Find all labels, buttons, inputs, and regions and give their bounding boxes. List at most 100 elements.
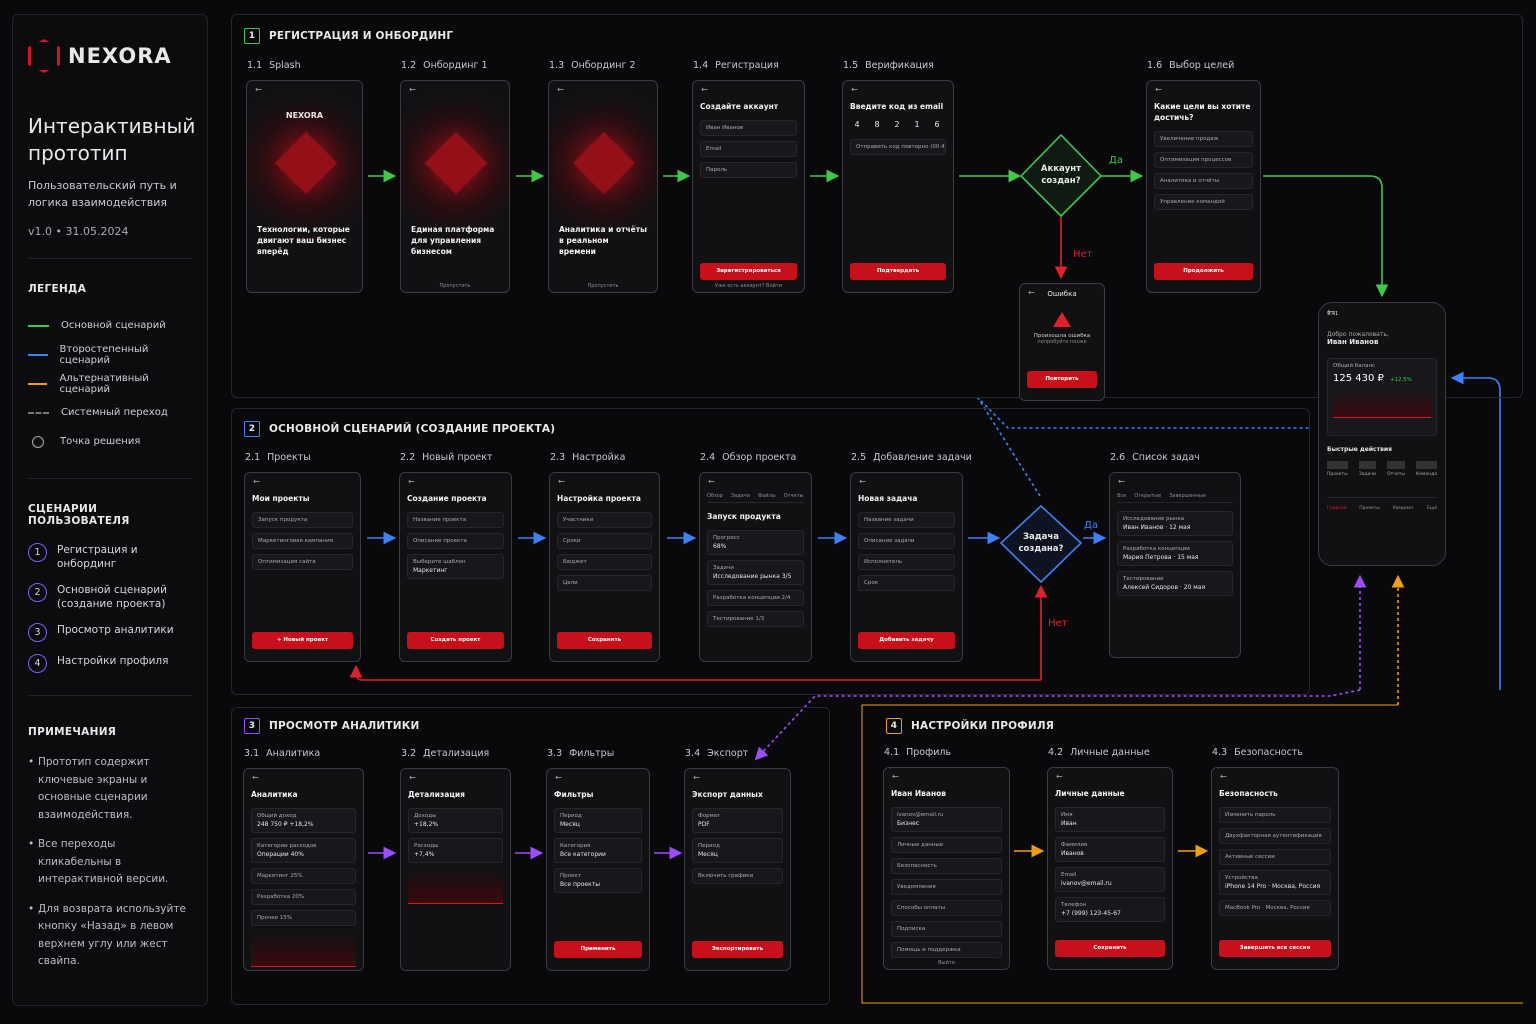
list-row[interactable]: Цели xyxy=(557,575,652,591)
quick-action[interactable]: Отчеты xyxy=(1387,461,1405,477)
phone-screen[interactable]: Мои проекты Запуск продукта Маркетинговая … xyxy=(244,472,361,662)
tab[interactable]: Обзор xyxy=(707,493,723,499)
field[interactable]: Период Месяц xyxy=(554,808,642,833)
primary-button[interactable]: + Новый проект xyxy=(252,632,353,649)
list-row[interactable]: Сроки xyxy=(557,533,652,549)
list-row[interactable]: Способы оплаты xyxy=(891,900,1002,916)
list-row[interactable]: Описание задачи xyxy=(858,533,955,549)
phone-screen[interactable]: Фильтры Период Месяц Категория Все категории… xyxy=(546,768,650,971)
list-row[interactable]: Управление командой xyxy=(1154,194,1253,210)
field[interactable]: Устройства iPhone 14 Pro · Москва, Россия xyxy=(1219,870,1331,895)
list-row[interactable]: Двухфакторная аутентификация xyxy=(1219,828,1331,844)
primary-button[interactable]: Продолжить xyxy=(1154,263,1253,280)
list-row[interactable]: Помощь и поддержка xyxy=(891,942,1002,958)
tab[interactable]: Отчеты xyxy=(783,493,804,499)
primary-button[interactable]: Добавить задачу xyxy=(858,632,955,649)
primary-button[interactable]: Сохранить xyxy=(557,632,652,649)
field[interactable]: Доходы +18,2% xyxy=(408,808,503,833)
phone-screen[interactable]: Аналитика и отчёты в реальном времени Про… xyxy=(548,80,658,293)
phone-screen[interactable]: Введите код из email 4 8 2 1 6 Отправить код п… xyxy=(842,80,954,293)
list-row[interactable]: Описание проекта xyxy=(407,533,504,549)
field[interactable]: Период Месяц xyxy=(692,838,783,863)
list-row[interactable]: Маркетинг 25% xyxy=(251,868,356,884)
phone-screen[interactable]: Новая задача Название задачи Описание зада… xyxy=(850,472,963,662)
nav-item[interactable]: Главная xyxy=(1327,506,1347,511)
nav-item[interactable]: Ещё xyxy=(1427,506,1437,511)
list-row[interactable]: Разработка концепции 2/4 xyxy=(707,590,804,606)
scenario[interactable]: 1 Регистрация и онбординг xyxy=(28,543,192,571)
list-row[interactable]: Увеличение продаж xyxy=(1154,131,1253,147)
phone-screen[interactable]: Личные данные Имя Иван Фамилия Иванов Email iv… xyxy=(1047,767,1173,970)
list-row[interactable]: Оптимизация сайта xyxy=(252,554,353,570)
field[interactable]: Категория Все категории xyxy=(554,838,642,863)
list-row[interactable]: Название задачи xyxy=(858,512,955,528)
list-row[interactable]: Срок xyxy=(858,575,955,591)
primary-button[interactable]: Создать проект xyxy=(407,632,504,649)
list-row[interactable]: Название проекта xyxy=(407,512,504,528)
list-row[interactable]: Изменить пароль xyxy=(1219,807,1331,823)
primary-button[interactable]: Применить xyxy=(554,941,642,958)
field[interactable]: Прогресс 68% xyxy=(707,530,804,555)
phone-screen[interactable]: Обзор Задачи Файлы Отчеты Запуск продукта Про… xyxy=(699,472,812,662)
quick-action[interactable]: Команда xyxy=(1416,461,1437,477)
list-row[interactable]: Маркетинговая кампания xyxy=(252,533,353,549)
phone-screen[interactable]: Экспорт данных Формат PDF Период Месяц Включи… xyxy=(684,768,791,971)
field[interactable]: Расходы +7,4% xyxy=(408,838,503,863)
primary-button[interactable]: Экспортировать xyxy=(692,941,783,958)
list-row[interactable]: Безопасность xyxy=(891,858,1002,874)
list-row[interactable]: Запуск продукта xyxy=(252,512,353,528)
phone-screen[interactable]: Создание проекта Название проекта Описание… xyxy=(399,472,512,662)
list-row[interactable]: Включить графики xyxy=(692,868,783,884)
tab[interactable]: Все xyxy=(1117,493,1127,499)
field[interactable]: Фамилия Иванов xyxy=(1055,837,1165,862)
list-row[interactable]: Пароль xyxy=(700,162,797,178)
list-row[interactable]: Активные сессии xyxy=(1219,849,1331,865)
scenario[interactable]: 4 Настройки профиля xyxy=(28,654,192,673)
list-row[interactable]: Бюджет xyxy=(557,554,652,570)
nav-item[interactable]: Проекты xyxy=(1359,506,1380,511)
list-row[interactable]: Тестирование 1/3 xyxy=(707,611,804,627)
scenario[interactable]: 3 Просмотр аналитики xyxy=(28,623,192,642)
field[interactable]: Выберите шаблон Маркетинг xyxy=(407,554,504,579)
link[interactable]: Выйти xyxy=(938,960,955,966)
field[interactable]: Тестирование Алексей Сидоров · 20 мая xyxy=(1117,571,1233,596)
field[interactable]: Исследование рынка Иван Иванов · 12 мая xyxy=(1117,511,1233,536)
nav-item[interactable]: Уведомл. xyxy=(1392,506,1415,511)
field[interactable]: ivanov@email.ru Бизнес xyxy=(891,807,1002,832)
phone-screen[interactable]: Аналитика Общий доход 248 750 ₽ +18,2% Кате… xyxy=(243,768,364,971)
scenario[interactable]: 2 Основной сценарий (создание проекта) xyxy=(28,583,192,611)
list-row[interactable]: MacBook Pro · Москва, Россия xyxy=(1219,900,1331,916)
field[interactable]: Общий доход 248 750 ₽ +18,2% xyxy=(251,808,356,833)
list-row[interactable]: Прочее 15% xyxy=(251,910,356,926)
quick-action[interactable]: Проекты xyxy=(1327,461,1348,477)
list-row[interactable]: Аналитика и отчёты xyxy=(1154,173,1253,189)
phone-screen[interactable]: Детализация Доходы +18,2% Расходы +7,4% xyxy=(400,768,511,971)
tab[interactable]: Задачи xyxy=(730,493,750,499)
tab[interactable]: Завершенные xyxy=(1169,493,1206,499)
quick-action[interactable]: Задачи xyxy=(1358,461,1376,477)
field[interactable]: Категории расходов Операции 40% xyxy=(251,838,356,863)
field[interactable]: Имя Иван xyxy=(1055,807,1165,832)
phone-screen[interactable]: Какие цели вы хотите достичь? Увеличение … xyxy=(1146,80,1261,293)
phone-screen[interactable]: Единая платформа для управления бизнесом… xyxy=(400,80,510,293)
list-row[interactable]: Отправить код повторно (00:45) xyxy=(850,139,946,155)
list-row[interactable]: Оптимизация процессов xyxy=(1154,152,1253,168)
primary-button[interactable]: Сохранить xyxy=(1055,940,1165,957)
link[interactable]: Пропустить xyxy=(587,283,619,289)
primary-button[interactable]: Подтвердить xyxy=(850,263,946,280)
list-row[interactable]: Исполнитель xyxy=(858,554,955,570)
field[interactable]: Задачи Исследование рынка 3/5 xyxy=(707,560,804,585)
list-row[interactable]: Разработка 20% xyxy=(251,889,356,905)
phone-screen[interactable]: NEXORA Технологии, которые двигают ваш би… xyxy=(246,80,363,293)
primary-button[interactable]: Завершить все сессии xyxy=(1219,940,1331,957)
phone-screen[interactable]: Все Открытые Завершенные Исследование рынка… xyxy=(1109,472,1241,658)
list-row[interactable]: Иван Иванов xyxy=(700,120,797,136)
tab[interactable]: Открытые xyxy=(1134,493,1162,499)
list-row[interactable]: Уведомления xyxy=(891,879,1002,895)
list-row[interactable]: Email xyxy=(700,141,797,157)
list-row[interactable]: Подписка xyxy=(891,921,1002,937)
field[interactable]: Телефон +7 (999) 123-45-67 xyxy=(1055,897,1165,922)
link[interactable]: Уже есть аккаунт? Войти xyxy=(715,283,782,289)
field[interactable]: Разработка концепции Мария Петрова · 15 м… xyxy=(1117,541,1233,566)
primary-button[interactable]: Зарегистрироваться xyxy=(700,263,797,280)
